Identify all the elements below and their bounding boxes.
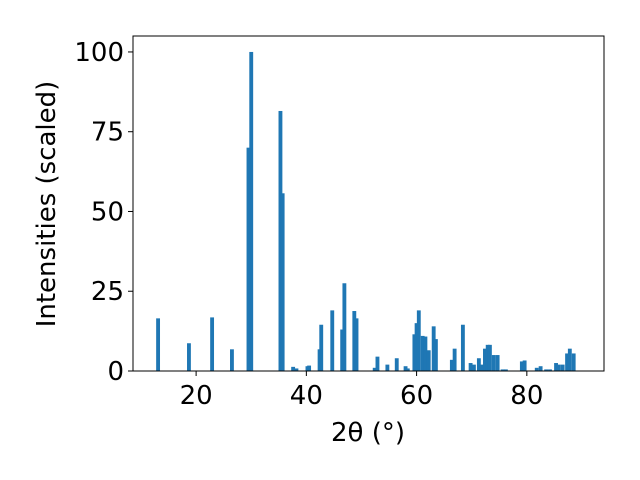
bar [416,310,421,371]
x-axis-label: 2θ (°) [331,418,405,448]
bar [485,344,490,371]
bar [307,365,312,371]
y-tick-label: 50 [91,197,124,227]
bar [483,348,487,371]
bar [372,367,377,371]
bar [414,323,419,371]
bar [403,366,408,371]
bar [426,350,431,371]
bar [294,368,299,371]
bar [210,317,215,371]
bar [503,369,508,371]
bar [491,355,496,371]
bar [230,349,234,371]
y-tick-label: 100 [74,38,124,68]
bar [554,363,558,371]
bar [500,369,505,371]
x-tick-label: 60 [400,381,433,411]
bar [433,339,438,371]
bar [423,336,428,371]
bar [460,324,465,371]
bar [565,353,569,371]
bar [375,356,380,371]
y-tick-label: 25 [91,277,124,307]
plot-frame [132,35,605,372]
bar [340,329,345,371]
bar [291,366,296,371]
bar [431,326,436,371]
bar [452,348,457,371]
bar [385,364,390,371]
bar [522,360,527,371]
bar [449,359,454,371]
bar [544,369,549,371]
bar [538,366,543,371]
bar [278,110,283,371]
bar [548,369,552,371]
bar [487,344,492,371]
y-axis-label: Intensities (scaled) [32,81,62,328]
bar [479,364,484,371]
y-tick-label: 75 [91,118,124,148]
bar [534,367,539,371]
x-tick-label: 40 [290,381,323,411]
bar [556,364,561,371]
bar [249,51,254,371]
bar [560,364,565,371]
bar [246,147,251,371]
bar [352,311,357,371]
x-tick-label: 20 [180,381,213,411]
bar [571,353,576,371]
bar [354,318,359,371]
bar [420,335,425,371]
bar [468,363,473,371]
bar [330,310,335,371]
bar [187,343,191,371]
bar [156,318,161,371]
bar [280,193,285,371]
bar [394,358,399,371]
bar [476,358,481,371]
y-tick-label: 0 [107,357,124,387]
x-tick-label: 80 [510,381,543,411]
bar [412,334,417,371]
bar [567,348,572,371]
bar [519,361,524,371]
bar [342,283,347,371]
bar [405,368,410,371]
bar [471,364,476,371]
bar [319,324,324,371]
bar [495,355,500,371]
